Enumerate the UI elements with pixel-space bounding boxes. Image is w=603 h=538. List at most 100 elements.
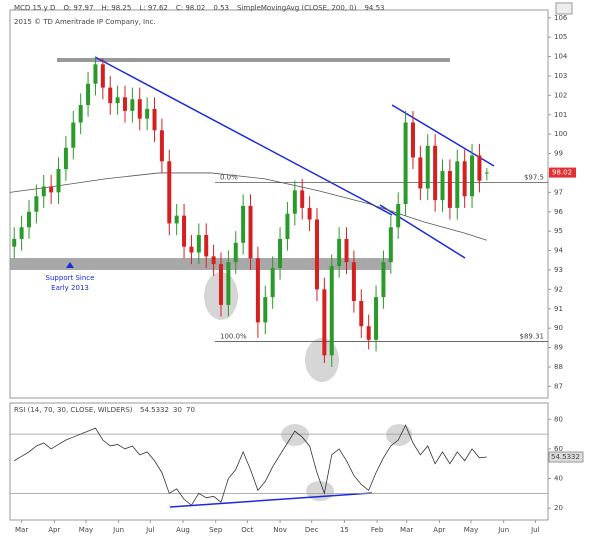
candle-body (433, 145, 438, 201)
x-tick-label: Aug (176, 526, 190, 534)
header-field: H: 98.25 (101, 4, 131, 12)
candle-body (270, 268, 275, 298)
rsi-header: RSI (14, 70, 30, CLOSE, WILDERS) (14, 406, 133, 414)
x-tick-label: Nov (273, 526, 287, 534)
header-field: 0.53 (213, 4, 229, 12)
candle-body (470, 155, 475, 197)
y-tick-label: 20 (554, 504, 563, 512)
y-tick-label: 100 (554, 130, 567, 138)
header-field: C: 98.02 (176, 4, 206, 12)
candle-body (241, 205, 246, 243)
annotation: Support Since (46, 274, 95, 282)
x-tick-label: Dec (305, 526, 319, 534)
candle-body (145, 108, 150, 119)
annotation: Early 2013 (51, 284, 89, 292)
y-tick-label: 103 (554, 72, 567, 80)
highlight (386, 424, 412, 446)
y-tick-label: 94 (554, 247, 563, 255)
y-tick-label: 91 (554, 305, 563, 313)
x-tick-label: Oct (241, 526, 253, 534)
candle-body (41, 186, 46, 197)
candle-body (233, 242, 238, 263)
rsi-panel (9, 402, 549, 521)
candle-body (366, 326, 371, 340)
candle-body (381, 262, 386, 298)
rsi-line (14, 424, 487, 506)
candle-body (322, 289, 327, 356)
candle-body (344, 238, 349, 263)
candle-body (226, 262, 231, 305)
fib-label: 0.0% (220, 174, 238, 182)
candle-body (374, 297, 379, 340)
x-tick-label: Jun (497, 526, 509, 534)
x-tick-label: Apr (48, 526, 60, 534)
candle-body (71, 122, 76, 148)
candle-body (189, 246, 194, 253)
candle-body (462, 161, 467, 197)
copyright: 2015 © TD Ameritrade IP Company, Inc. (14, 18, 156, 26)
x-tick-label: Jul (145, 526, 155, 534)
candle-body (122, 97, 127, 111)
candle-body (307, 207, 312, 220)
trendline (379, 204, 466, 259)
candle-body (19, 227, 24, 239)
fib-price-label: $97.5 (524, 174, 544, 182)
candle-body (93, 64, 98, 84)
header-field: 94.53 (364, 4, 384, 12)
candle-body (388, 227, 393, 263)
y-tick-label: 60 (554, 445, 563, 453)
price-marker (549, 167, 576, 178)
y-tick-label: 90 (554, 324, 563, 332)
y-tick-label: 92 (554, 285, 563, 293)
candle-body (159, 130, 164, 162)
rsi-header-level: 70 (186, 406, 195, 414)
x-tick-label: 15 (340, 526, 349, 534)
candle-body (12, 238, 17, 247)
trendline (391, 104, 495, 167)
y-tick-label: 106 (554, 14, 568, 22)
candle-body (218, 264, 223, 305)
candle-body (137, 99, 142, 119)
candle-body (300, 190, 305, 208)
candle-body (359, 301, 364, 327)
rsi-marker (548, 451, 584, 463)
y-tick-label: 102 (554, 91, 567, 99)
candle-body (484, 172, 489, 174)
candle-body (292, 190, 297, 214)
candle-body (100, 64, 105, 88)
price-panel (9, 9, 549, 399)
x-tick-label: May (464, 526, 478, 534)
candle-body (351, 262, 356, 301)
highlight (281, 424, 309, 446)
candle-body (34, 196, 39, 212)
trendline (169, 492, 373, 508)
candle-body (440, 171, 445, 201)
candle-body (196, 235, 201, 253)
y-tick-label: 105 (554, 33, 567, 41)
candle-body (263, 297, 268, 323)
y-tick-label: 93 (554, 266, 563, 274)
candle-body (329, 266, 334, 356)
candle-body (167, 161, 172, 224)
candle-body (63, 147, 68, 170)
sma-line (9, 172, 487, 241)
x-tick-label: Mar (15, 526, 28, 534)
x-tick-label: May (79, 526, 93, 534)
rsi-header-value: 54.5332 (140, 406, 169, 414)
rsi-value-label: 54.5332 (551, 453, 580, 461)
candle-body (49, 186, 54, 193)
x-tick-label: Mar (400, 526, 413, 534)
price-label: 98.02 (552, 169, 572, 177)
candle-body (204, 235, 209, 257)
support-band (10, 258, 390, 270)
candle-body (337, 238, 342, 267)
candle-body (418, 157, 423, 189)
trendline (94, 56, 393, 216)
fib-label: 100.0% (220, 333, 247, 341)
y-tick-label: 101 (554, 111, 567, 119)
candle-body (108, 87, 113, 104)
scroll-button[interactable] (555, 2, 573, 15)
y-tick-label: 104 (554, 53, 568, 61)
candle-body (130, 99, 135, 111)
candle-body (285, 213, 290, 239)
